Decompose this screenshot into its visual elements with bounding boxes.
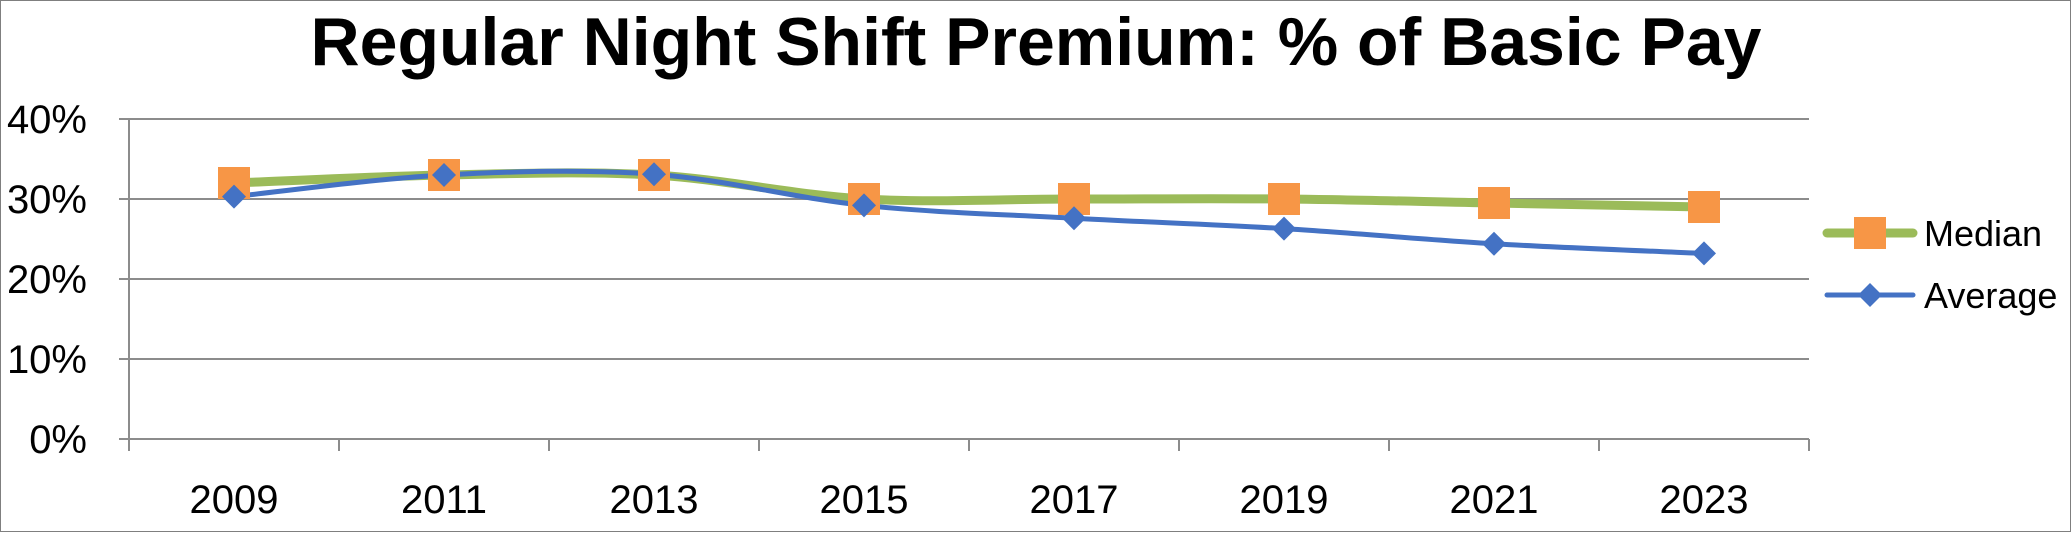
x-tick-label: 2015 (820, 478, 909, 522)
data-point-average-2011 (432, 163, 456, 187)
data-point-average-2023 (1692, 241, 1716, 266)
data-point-average-2009 (222, 184, 246, 209)
data-point-median-2023 (1688, 191, 1720, 223)
data-point-average-2015 (852, 193, 876, 218)
series-lines (229, 168, 1709, 256)
y-tick-label: 30% (7, 178, 87, 222)
y-tick-label: 40% (7, 98, 87, 142)
y-tick-label: 20% (7, 258, 87, 302)
x-tick-label: 2019 (1240, 478, 1329, 522)
data-point-average-2021 (1482, 231, 1506, 256)
x-tick-label: 2017 (1030, 478, 1119, 522)
legend-label-average: Average (1924, 275, 2057, 316)
x-tick-label: 2023 (1660, 478, 1749, 522)
x-tick-label: 2009 (190, 478, 279, 522)
series-line-average (231, 168, 1707, 256)
legend-marker-average (1858, 283, 1882, 307)
data-point-average-2013 (642, 162, 666, 187)
series-markers (218, 159, 1720, 266)
data-point-average-2017 (1062, 206, 1086, 231)
y-tick-label: 0% (29, 418, 87, 462)
legend-label-median: Median (1924, 213, 2042, 254)
grid-lines (119, 118, 1809, 440)
chart-title: Regular Night Shift Premium: % of Basic … (311, 4, 1762, 80)
x-tick-label: 2021 (1450, 478, 1539, 522)
legend: Median Average (1822, 213, 2057, 316)
x-tick-label: 2013 (610, 478, 699, 522)
legend-marker-median (1854, 217, 1886, 249)
y-tick-label: 10% (7, 338, 87, 382)
data-point-median-2021 (1478, 187, 1510, 219)
data-point-average-2019 (1272, 216, 1296, 241)
x-tick-label: 2011 (401, 478, 487, 522)
data-point-median-2019 (1268, 183, 1300, 215)
axes: 0% 10% 20% 30% 40% 2009 2011 2013 2015 2017 2019 20… (7, 98, 1810, 522)
